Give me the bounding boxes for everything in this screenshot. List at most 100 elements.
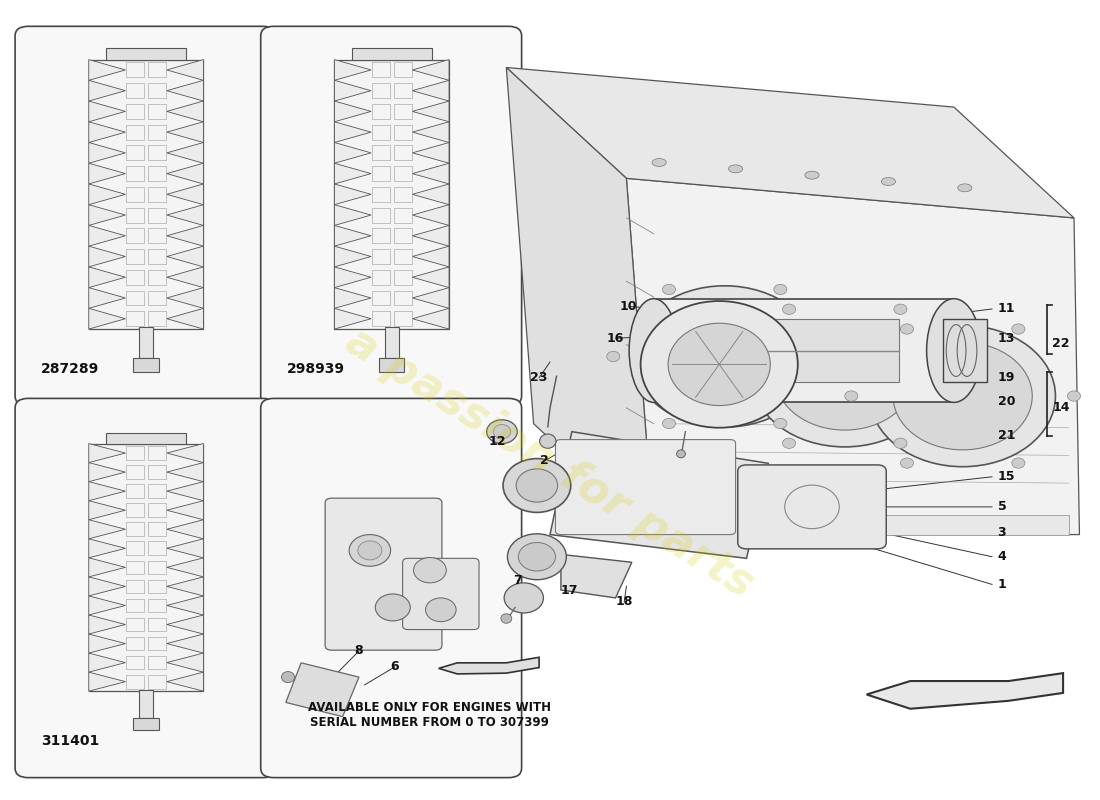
Polygon shape bbox=[334, 267, 371, 288]
Bar bbox=[125, 249, 144, 264]
Polygon shape bbox=[89, 538, 125, 558]
Ellipse shape bbox=[493, 425, 510, 438]
Bar bbox=[394, 125, 411, 139]
Text: 3: 3 bbox=[998, 526, 1006, 538]
Polygon shape bbox=[626, 178, 1079, 534]
Ellipse shape bbox=[901, 458, 913, 468]
Polygon shape bbox=[89, 101, 125, 122]
Polygon shape bbox=[167, 538, 204, 558]
Ellipse shape bbox=[728, 165, 743, 173]
Polygon shape bbox=[334, 101, 371, 122]
Text: 19: 19 bbox=[998, 371, 1015, 384]
Bar bbox=[125, 466, 144, 479]
Polygon shape bbox=[167, 596, 204, 615]
Bar bbox=[125, 104, 144, 119]
Bar bbox=[125, 598, 144, 612]
Bar bbox=[653, 298, 954, 402]
Ellipse shape bbox=[958, 184, 972, 192]
Polygon shape bbox=[167, 308, 204, 329]
Ellipse shape bbox=[540, 434, 556, 448]
Bar bbox=[125, 290, 144, 306]
Bar bbox=[106, 48, 186, 59]
Ellipse shape bbox=[414, 558, 447, 583]
Polygon shape bbox=[334, 288, 371, 308]
Text: 23: 23 bbox=[530, 371, 548, 384]
Ellipse shape bbox=[375, 594, 410, 621]
Ellipse shape bbox=[901, 324, 913, 334]
Bar bbox=[147, 207, 166, 222]
Bar bbox=[125, 270, 144, 285]
Polygon shape bbox=[167, 163, 204, 184]
Text: 22: 22 bbox=[1053, 337, 1069, 350]
Bar bbox=[372, 125, 389, 139]
Text: 20: 20 bbox=[998, 395, 1015, 408]
Bar bbox=[372, 311, 389, 326]
Polygon shape bbox=[334, 163, 371, 184]
Text: 15: 15 bbox=[998, 470, 1015, 483]
Bar bbox=[394, 228, 411, 243]
Polygon shape bbox=[412, 246, 449, 267]
Bar bbox=[125, 446, 144, 460]
Bar bbox=[125, 311, 144, 326]
Bar bbox=[125, 522, 144, 536]
FancyBboxPatch shape bbox=[738, 465, 887, 549]
Ellipse shape bbox=[282, 671, 295, 682]
Bar bbox=[133, 718, 158, 730]
Polygon shape bbox=[561, 554, 631, 598]
Text: 6: 6 bbox=[390, 660, 399, 674]
Polygon shape bbox=[506, 67, 1074, 218]
Text: 8: 8 bbox=[354, 645, 363, 658]
Bar bbox=[89, 443, 204, 691]
Polygon shape bbox=[167, 226, 204, 246]
Polygon shape bbox=[89, 615, 125, 634]
Polygon shape bbox=[412, 80, 449, 101]
Polygon shape bbox=[867, 673, 1063, 709]
Ellipse shape bbox=[782, 304, 795, 314]
Bar bbox=[372, 187, 389, 202]
Bar bbox=[147, 146, 166, 160]
Ellipse shape bbox=[776, 322, 914, 430]
Bar bbox=[379, 358, 405, 371]
Polygon shape bbox=[89, 205, 125, 226]
Bar bbox=[719, 319, 900, 382]
Ellipse shape bbox=[829, 351, 843, 362]
Polygon shape bbox=[412, 205, 449, 226]
Ellipse shape bbox=[727, 371, 740, 382]
FancyBboxPatch shape bbox=[15, 26, 276, 406]
FancyBboxPatch shape bbox=[556, 439, 736, 534]
Bar bbox=[147, 104, 166, 119]
Bar bbox=[125, 674, 144, 689]
Bar bbox=[147, 656, 166, 670]
Polygon shape bbox=[89, 577, 125, 596]
Polygon shape bbox=[89, 246, 125, 267]
Text: 4: 4 bbox=[998, 550, 1006, 563]
Bar bbox=[125, 125, 144, 139]
Ellipse shape bbox=[782, 438, 795, 449]
Bar bbox=[125, 579, 144, 594]
Polygon shape bbox=[334, 184, 371, 205]
Polygon shape bbox=[167, 205, 204, 226]
Ellipse shape bbox=[773, 284, 786, 294]
Polygon shape bbox=[167, 443, 204, 462]
Bar bbox=[147, 503, 166, 517]
Bar bbox=[147, 579, 166, 594]
Bar bbox=[372, 104, 389, 119]
Polygon shape bbox=[167, 80, 204, 101]
Bar bbox=[147, 62, 166, 78]
Bar bbox=[147, 228, 166, 243]
Polygon shape bbox=[167, 634, 204, 653]
Bar bbox=[125, 146, 144, 160]
Polygon shape bbox=[167, 520, 204, 538]
Polygon shape bbox=[89, 59, 125, 80]
Ellipse shape bbox=[805, 171, 820, 179]
Ellipse shape bbox=[893, 342, 1032, 450]
Polygon shape bbox=[89, 308, 125, 329]
Polygon shape bbox=[334, 122, 371, 142]
Bar bbox=[394, 207, 411, 222]
Bar bbox=[147, 637, 166, 650]
FancyBboxPatch shape bbox=[261, 26, 521, 406]
Text: 14: 14 bbox=[1053, 402, 1069, 414]
Ellipse shape bbox=[503, 458, 571, 513]
Bar bbox=[140, 327, 153, 358]
Polygon shape bbox=[89, 122, 125, 142]
